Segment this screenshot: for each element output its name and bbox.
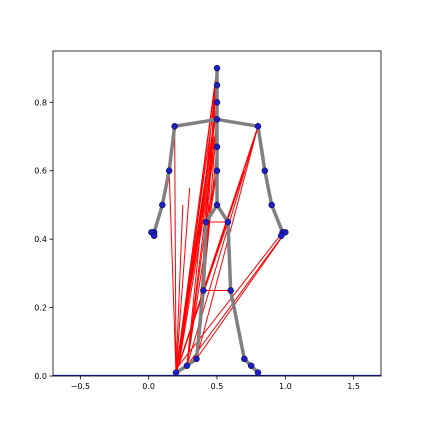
joint-point-3 [213, 116, 221, 123]
joint-point-4 [171, 123, 178, 130]
connection-line-19 [186, 68, 218, 366]
skeleton-bone-10 [204, 203, 219, 224]
x-tick-label-1: 0.0 [142, 382, 155, 391]
connection-line-15 [178, 102, 218, 366]
skeleton-bone-2 [215, 117, 260, 129]
joint-point-18 [213, 201, 221, 209]
joint-point-20 [224, 218, 232, 226]
connection-line-10 [174, 126, 177, 373]
joint-point-27 [172, 369, 180, 376]
y-tick-label-2: 0.4 [34, 235, 47, 244]
joint-point-9 [268, 201, 275, 209]
joint-point-19 [202, 218, 210, 226]
y-tick-label-0: 0.0 [34, 372, 47, 381]
skeleton-bone-5 [152, 203, 165, 235]
joint-point-23 [193, 355, 200, 363]
joint-point-28 [254, 369, 262, 376]
skeleton-bone-3 [167, 124, 177, 173]
y-tick-label-3: 0.6 [34, 167, 47, 176]
joint-point-6 [165, 167, 173, 174]
joint-point-5 [254, 123, 262, 130]
joint-point-8 [159, 201, 166, 209]
joints [148, 64, 289, 376]
connection-line-24 [186, 221, 207, 366]
joint-point-15 [277, 232, 285, 239]
joint-point-22 [227, 287, 234, 294]
x-tick-label-4: 1.5 [347, 382, 360, 391]
skeleton-bone-4 [160, 168, 171, 207]
connection-line-12 [175, 204, 184, 373]
skeleton-bone-6 [256, 124, 267, 173]
connection-line-14 [178, 68, 218, 366]
connection-line-28 [196, 232, 286, 360]
joint-point-0 [213, 64, 221, 72]
connection-line-23 [186, 235, 284, 367]
skeleton-bone-16 [226, 220, 233, 293]
x-tick-label-0: −0.5 [71, 382, 90, 391]
joint-point-7 [261, 167, 269, 174]
joint-point-26 [247, 362, 255, 369]
joint-point-25 [183, 362, 191, 369]
x-tick-label-3: 1.0 [279, 382, 292, 391]
joint-point-16 [213, 143, 221, 151]
connection-line-13 [175, 187, 191, 373]
skeleton-bone-8 [269, 203, 285, 235]
joint-point-12 [150, 232, 158, 239]
x-axis: −0.5 0.0 0.5 1.0 1.5 [71, 376, 360, 391]
skeleton-bone-11 [215, 203, 230, 224]
skeleton-bone-1 [172, 117, 219, 129]
skeleton-bone-17 [228, 288, 247, 361]
y-axis: 0.0 0.2 0.4 0.6 0.8 [34, 98, 53, 381]
y-tick-label-1: 0.2 [34, 304, 47, 313]
joint-point-24 [241, 355, 248, 363]
x-tick-label-2: 0.5 [211, 382, 224, 391]
skeleton-bone-7 [263, 168, 274, 207]
skeleton-bone-12 [201, 220, 208, 293]
connection-line-34 [205, 170, 218, 223]
joint-point-2 [213, 99, 221, 106]
skeleton-bone-13 [194, 288, 206, 361]
connection-line-33 [205, 68, 218, 223]
joint-point-17 [213, 167, 221, 174]
joint-point-1 [213, 81, 221, 89]
y-tick-label-4: 0.8 [34, 98, 47, 107]
joint-point-21 [200, 287, 207, 294]
connection-line-11 [168, 170, 177, 373]
